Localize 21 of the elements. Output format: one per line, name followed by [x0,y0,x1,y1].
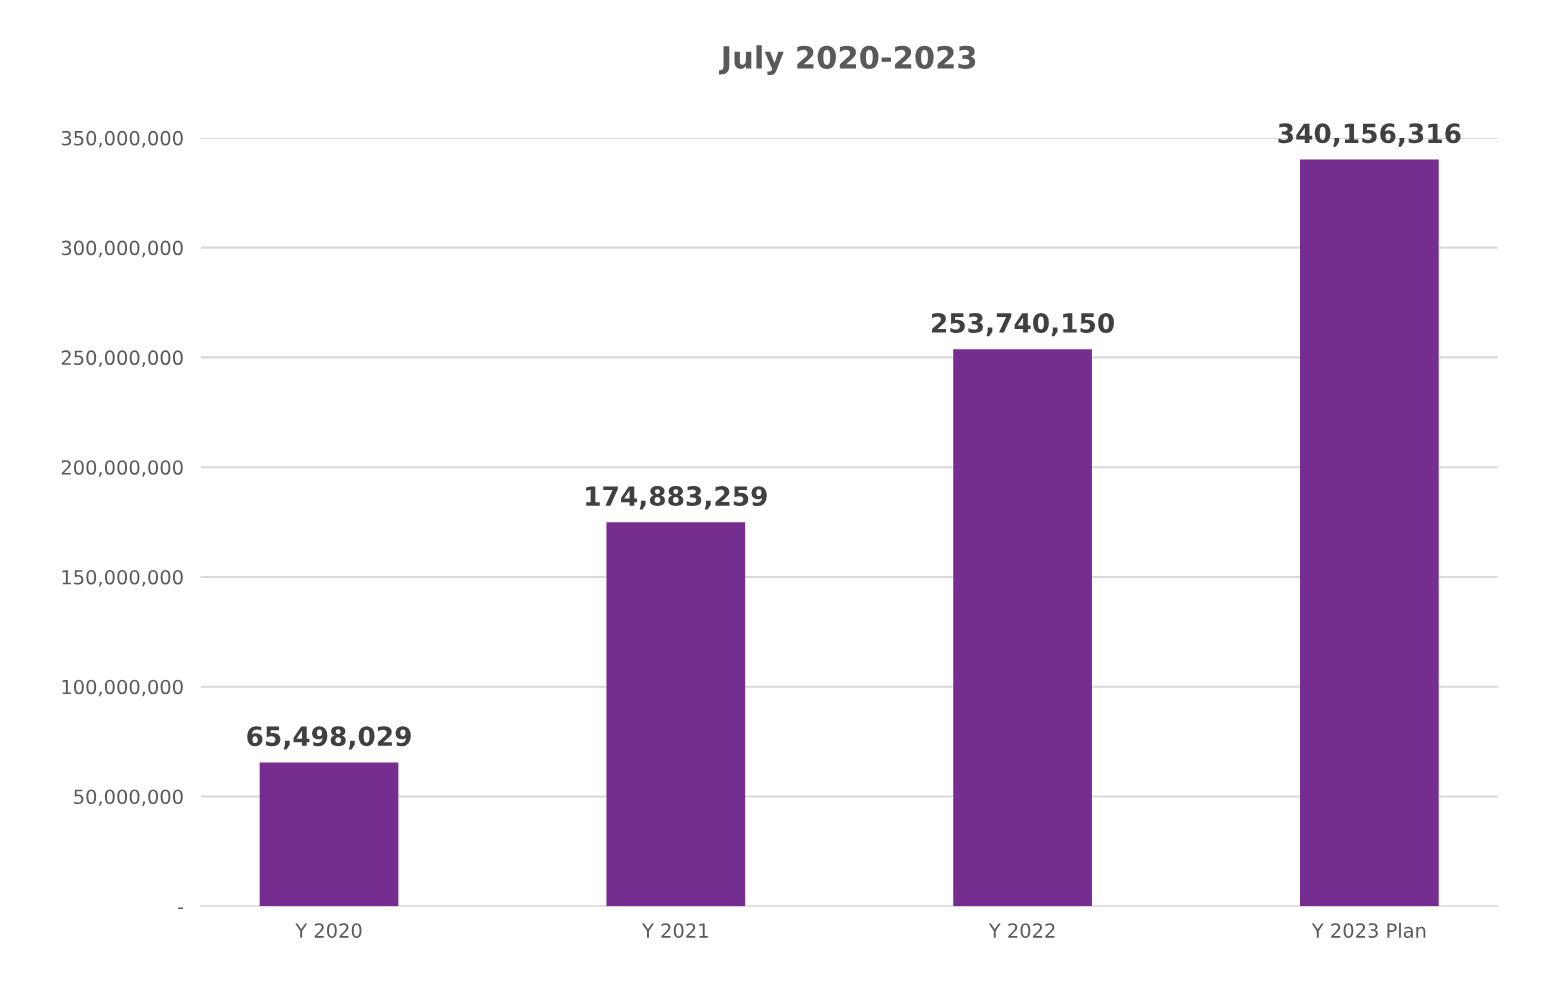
bar [953,349,1092,907]
bar [606,522,746,907]
data-label: 174,883,259 [586,486,767,510]
data-label: 65,498,029 [247,726,411,750]
data-label: 253,740,150 [932,313,1114,337]
x-tick-label: Y 2023 Plan [1311,922,1426,938]
y-tick-label: 350,000,000 [61,130,183,148]
x-tick-label: Y 2020 [295,923,362,938]
x-tick-label: Y 2022 [988,923,1055,938]
y-tick-label: 50,000,000 [74,789,183,807]
x-tick-label: Y 2021 [642,923,708,938]
y-tick-label: 250,000,000 [61,350,183,368]
bar [1300,159,1439,907]
data-label: 340,156,316 [1278,123,1461,147]
chart-title: July 2020-2023 [719,45,976,76]
y-tick-label: 200,000,000 [61,460,183,477]
y-tick-label: 100,000,000 [62,679,183,697]
bar [259,762,399,907]
y-tick-label: - [177,907,184,910]
y-tick-label: 150,000,000 [62,569,183,587]
y-tick-label: 300,000,000 [61,240,183,258]
